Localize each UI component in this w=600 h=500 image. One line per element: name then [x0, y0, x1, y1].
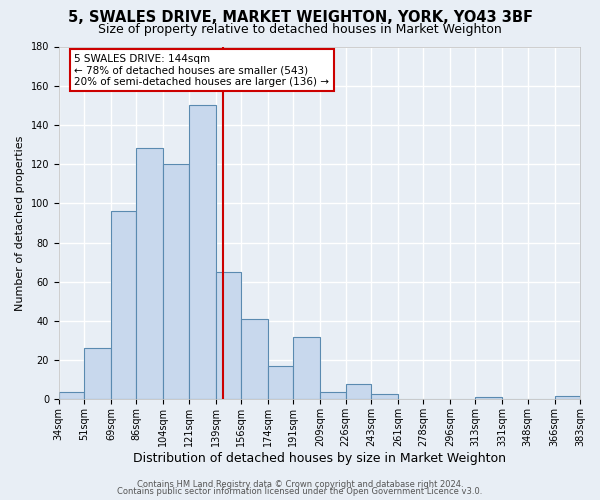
- Bar: [84, 348, 111, 400]
- Text: Contains HM Land Registry data © Crown copyright and database right 2024.: Contains HM Land Registry data © Crown c…: [137, 480, 463, 489]
- Bar: [136, 148, 163, 400]
- Bar: [554, 396, 580, 400]
- Text: Contains public sector information licensed under the Open Government Licence v3: Contains public sector information licen…: [118, 487, 482, 496]
- Bar: [320, 392, 346, 400]
- Text: 5, SWALES DRIVE, MARKET WEIGHTON, YORK, YO43 3BF: 5, SWALES DRIVE, MARKET WEIGHTON, YORK, …: [67, 10, 533, 25]
- Bar: [241, 319, 268, 400]
- Text: Size of property relative to detached houses in Market Weighton: Size of property relative to detached ho…: [98, 22, 502, 36]
- Bar: [371, 394, 398, 400]
- Bar: [111, 211, 136, 400]
- Bar: [475, 398, 502, 400]
- X-axis label: Distribution of detached houses by size in Market Weighton: Distribution of detached houses by size …: [133, 452, 506, 465]
- Bar: [346, 384, 371, 400]
- Y-axis label: Number of detached properties: Number of detached properties: [15, 136, 25, 310]
- Bar: [293, 336, 320, 400]
- Bar: [215, 272, 241, 400]
- Bar: [189, 106, 215, 400]
- Bar: [59, 392, 84, 400]
- Bar: [268, 366, 293, 400]
- Bar: [163, 164, 189, 400]
- Text: 5 SWALES DRIVE: 144sqm
← 78% of detached houses are smaller (543)
20% of semi-de: 5 SWALES DRIVE: 144sqm ← 78% of detached…: [74, 54, 329, 87]
